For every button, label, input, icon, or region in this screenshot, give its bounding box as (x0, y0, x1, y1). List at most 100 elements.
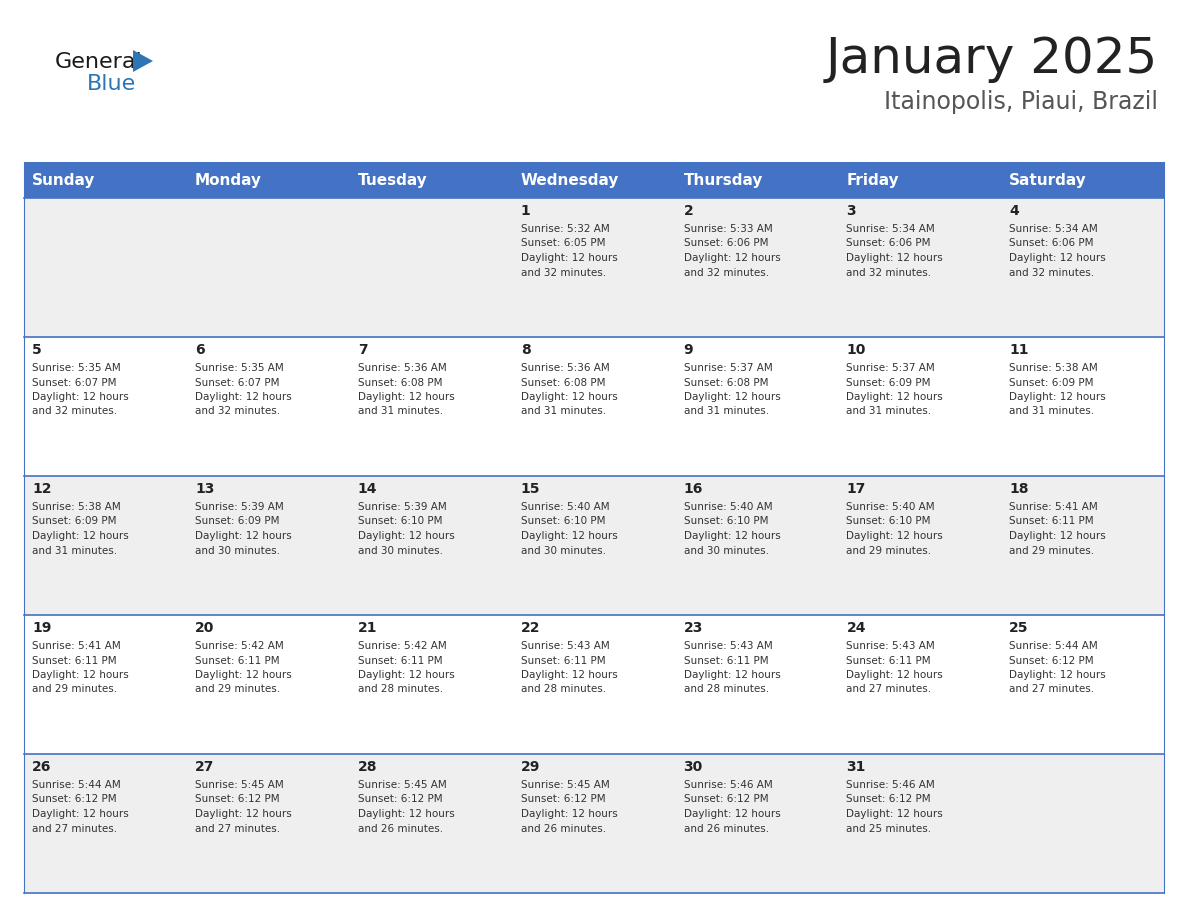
Text: Sunset: 6:08 PM: Sunset: 6:08 PM (358, 377, 442, 387)
Text: and 32 minutes.: and 32 minutes. (32, 407, 118, 417)
Bar (187, 162, 349, 198)
Text: 14: 14 (358, 482, 378, 496)
Text: and 26 minutes.: and 26 minutes. (683, 823, 769, 834)
Text: and 27 minutes.: and 27 minutes. (1010, 685, 1094, 695)
Text: Sunset: 6:07 PM: Sunset: 6:07 PM (32, 377, 116, 387)
Text: Sunset: 6:11 PM: Sunset: 6:11 PM (195, 655, 279, 666)
Text: and 28 minutes.: and 28 minutes. (520, 685, 606, 695)
Text: Daylight: 12 hours: Daylight: 12 hours (358, 670, 455, 680)
Text: Sunrise: 5:44 AM: Sunrise: 5:44 AM (1010, 641, 1098, 651)
Text: and 27 minutes.: and 27 minutes. (32, 823, 118, 834)
Text: Sunset: 6:08 PM: Sunset: 6:08 PM (520, 377, 605, 387)
Text: Sunrise: 5:34 AM: Sunrise: 5:34 AM (1010, 224, 1098, 234)
Text: Sunrise: 5:45 AM: Sunrise: 5:45 AM (520, 780, 609, 790)
Text: Sunset: 6:08 PM: Sunset: 6:08 PM (683, 377, 769, 387)
Text: 8: 8 (520, 343, 531, 357)
Text: 31: 31 (846, 760, 866, 774)
Text: Sunrise: 5:43 AM: Sunrise: 5:43 AM (846, 641, 935, 651)
Text: Sunset: 6:10 PM: Sunset: 6:10 PM (846, 517, 931, 527)
Text: Sunrise: 5:39 AM: Sunrise: 5:39 AM (358, 502, 447, 512)
Bar (676, 162, 839, 198)
Text: Sunrise: 5:33 AM: Sunrise: 5:33 AM (683, 224, 772, 234)
Text: Daylight: 12 hours: Daylight: 12 hours (520, 809, 618, 819)
Text: and 29 minutes.: and 29 minutes. (195, 685, 280, 695)
Text: Sunrise: 5:45 AM: Sunrise: 5:45 AM (358, 780, 447, 790)
Text: and 27 minutes.: and 27 minutes. (846, 685, 931, 695)
Text: Daylight: 12 hours: Daylight: 12 hours (846, 253, 943, 263)
Text: 10: 10 (846, 343, 866, 357)
Bar (24, 476, 1164, 615)
Text: Sunrise: 5:38 AM: Sunrise: 5:38 AM (32, 502, 121, 512)
Text: 16: 16 (683, 482, 703, 496)
Text: Friday: Friday (846, 173, 899, 187)
Text: Sunset: 6:12 PM: Sunset: 6:12 PM (195, 794, 279, 804)
Text: Sunset: 6:11 PM: Sunset: 6:11 PM (32, 655, 116, 666)
Text: Daylight: 12 hours: Daylight: 12 hours (1010, 392, 1106, 402)
Bar (349, 162, 512, 198)
Text: 28: 28 (358, 760, 378, 774)
Text: Sunset: 6:06 PM: Sunset: 6:06 PM (1010, 239, 1094, 249)
Bar (24, 615, 1164, 754)
Text: Sunset: 6:11 PM: Sunset: 6:11 PM (358, 655, 442, 666)
Text: Sunset: 6:11 PM: Sunset: 6:11 PM (683, 655, 769, 666)
Text: Saturday: Saturday (1010, 173, 1087, 187)
Text: 12: 12 (32, 482, 51, 496)
Text: and 31 minutes.: and 31 minutes. (1010, 407, 1094, 417)
Text: Daylight: 12 hours: Daylight: 12 hours (32, 392, 128, 402)
Text: Daylight: 12 hours: Daylight: 12 hours (32, 531, 128, 541)
Text: Sunrise: 5:41 AM: Sunrise: 5:41 AM (1010, 502, 1098, 512)
Text: Daylight: 12 hours: Daylight: 12 hours (683, 531, 781, 541)
Text: Sunset: 6:12 PM: Sunset: 6:12 PM (683, 794, 769, 804)
Text: and 26 minutes.: and 26 minutes. (358, 823, 443, 834)
Bar (512, 162, 676, 198)
Text: Sunrise: 5:37 AM: Sunrise: 5:37 AM (846, 363, 935, 373)
Text: 27: 27 (195, 760, 214, 774)
Text: Sunrise: 5:40 AM: Sunrise: 5:40 AM (846, 502, 935, 512)
Text: Sunset: 6:10 PM: Sunset: 6:10 PM (358, 517, 442, 527)
Text: 9: 9 (683, 343, 693, 357)
Text: 4: 4 (1010, 204, 1019, 218)
Text: 1: 1 (520, 204, 531, 218)
Text: Daylight: 12 hours: Daylight: 12 hours (846, 809, 943, 819)
Text: Daylight: 12 hours: Daylight: 12 hours (1010, 531, 1106, 541)
Text: and 29 minutes.: and 29 minutes. (32, 685, 118, 695)
Text: Sunrise: 5:43 AM: Sunrise: 5:43 AM (683, 641, 772, 651)
Text: 29: 29 (520, 760, 541, 774)
Text: Daylight: 12 hours: Daylight: 12 hours (195, 392, 292, 402)
Text: Sunrise: 5:40 AM: Sunrise: 5:40 AM (683, 502, 772, 512)
Text: 5: 5 (32, 343, 42, 357)
Text: and 31 minutes.: and 31 minutes. (846, 407, 931, 417)
Text: and 31 minutes.: and 31 minutes. (683, 407, 769, 417)
Text: Daylight: 12 hours: Daylight: 12 hours (683, 392, 781, 402)
Text: Sunset: 6:12 PM: Sunset: 6:12 PM (32, 794, 116, 804)
Text: 23: 23 (683, 621, 703, 635)
Text: and 31 minutes.: and 31 minutes. (520, 407, 606, 417)
Text: Daylight: 12 hours: Daylight: 12 hours (195, 531, 292, 541)
Text: Itainopolis, Piaui, Brazil: Itainopolis, Piaui, Brazil (884, 90, 1158, 114)
Text: Sunset: 6:09 PM: Sunset: 6:09 PM (846, 377, 931, 387)
Text: Daylight: 12 hours: Daylight: 12 hours (846, 670, 943, 680)
Text: and 30 minutes.: and 30 minutes. (683, 545, 769, 555)
Text: Monday: Monday (195, 173, 263, 187)
Text: Sunrise: 5:37 AM: Sunrise: 5:37 AM (683, 363, 772, 373)
Text: 11: 11 (1010, 343, 1029, 357)
Text: Sunset: 6:11 PM: Sunset: 6:11 PM (520, 655, 606, 666)
Text: Daylight: 12 hours: Daylight: 12 hours (520, 670, 618, 680)
Text: 24: 24 (846, 621, 866, 635)
Text: Thursday: Thursday (683, 173, 763, 187)
Text: Sunrise: 5:35 AM: Sunrise: 5:35 AM (195, 363, 284, 373)
Text: and 30 minutes.: and 30 minutes. (358, 545, 443, 555)
Text: Sunrise: 5:44 AM: Sunrise: 5:44 AM (32, 780, 121, 790)
Bar (24, 754, 1164, 893)
Text: 19: 19 (32, 621, 51, 635)
Text: and 26 minutes.: and 26 minutes. (520, 823, 606, 834)
Text: Sunset: 6:09 PM: Sunset: 6:09 PM (1010, 377, 1094, 387)
Text: Sunset: 6:11 PM: Sunset: 6:11 PM (846, 655, 931, 666)
Text: Sunrise: 5:36 AM: Sunrise: 5:36 AM (358, 363, 447, 373)
Text: Sunset: 6:10 PM: Sunset: 6:10 PM (683, 517, 769, 527)
Text: Daylight: 12 hours: Daylight: 12 hours (520, 392, 618, 402)
Text: and 32 minutes.: and 32 minutes. (846, 267, 931, 277)
Text: Daylight: 12 hours: Daylight: 12 hours (358, 531, 455, 541)
Text: Daylight: 12 hours: Daylight: 12 hours (32, 670, 128, 680)
Text: Wednesday: Wednesday (520, 173, 619, 187)
